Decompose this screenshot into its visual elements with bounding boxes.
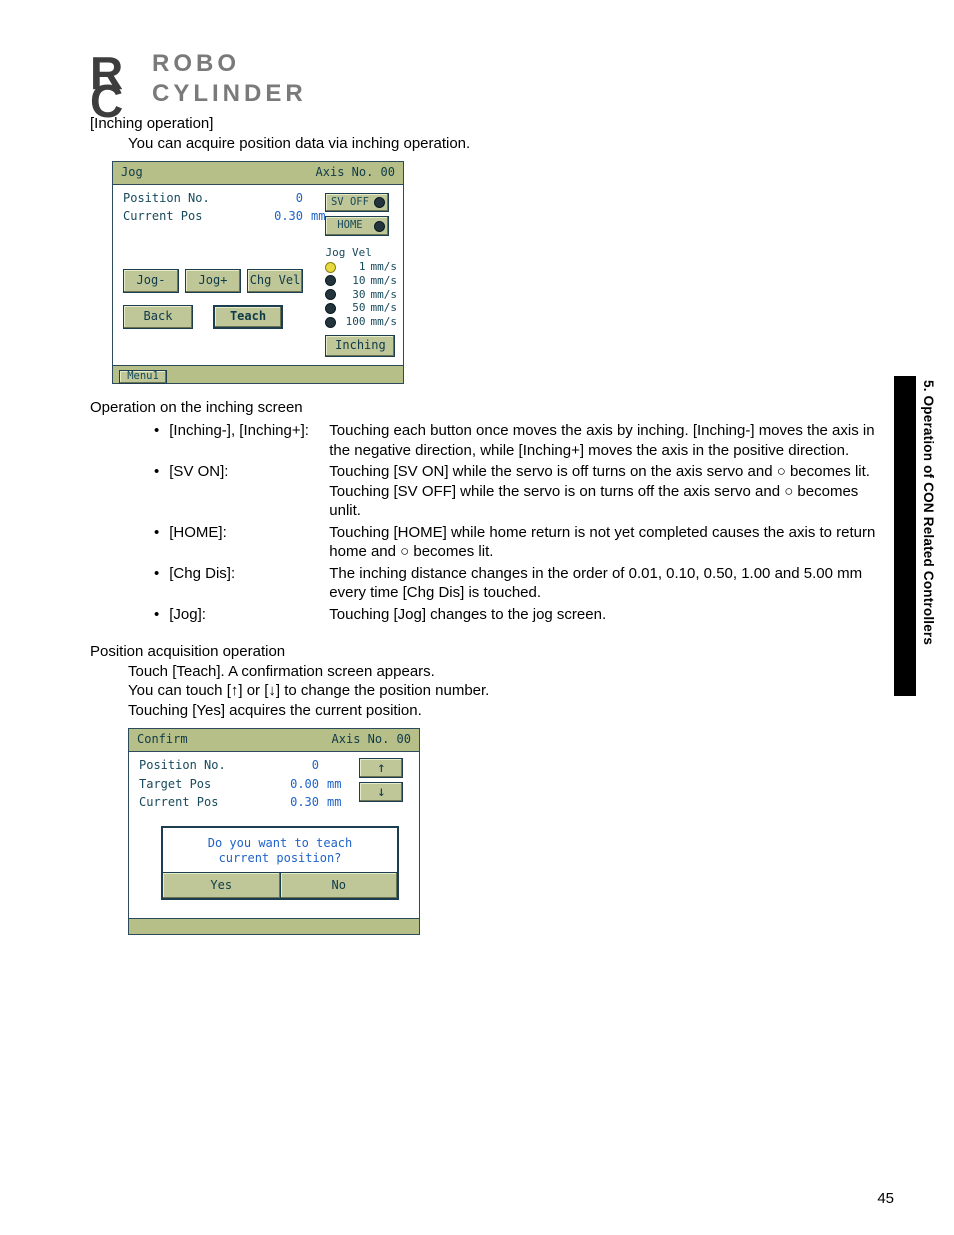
menu1-button[interactable]: Menu1 <box>119 370 167 384</box>
confirm-dialog: Do you want to teach current position? Y… <box>161 826 399 900</box>
op-text: The inching distance changes in the orde… <box>329 564 894 603</box>
op-text: Touching [Jog] changes to the jog screen… <box>329 605 894 625</box>
inching-mode-button[interactable]: Inching <box>325 335 395 357</box>
section-desc: You can acquire position data via inchin… <box>128 134 894 154</box>
speed-dot-icon[interactable] <box>325 289 336 300</box>
arrow-down-button[interactable]: ↓ <box>359 782 403 802</box>
section-title: [Inching operation] <box>90 114 894 134</box>
op-label: [Inching-], [Inching+]: <box>169 421 329 460</box>
page-number: 45 <box>877 1190 894 1207</box>
jog-minus-button[interactable]: Jog- <box>123 269 179 293</box>
jog-plus-button[interactable]: Jog+ <box>185 269 241 293</box>
current-pos-unit: mm <box>311 209 325 225</box>
home-indicator[interactable]: HOME <box>325 216 389 236</box>
logo-word-cylinder: CYLINDER <box>152 80 307 108</box>
speed-1: 1 <box>341 260 365 274</box>
logo-mark: R C <box>90 50 142 108</box>
p2-current-value: 0.30 <box>249 795 319 811</box>
panel1-title-left: Jog <box>121 165 143 181</box>
speed-50-u: mm/s <box>370 301 397 315</box>
ops-title: Operation on the inching screen <box>90 398 894 418</box>
teach-button[interactable]: Teach <box>213 305 283 329</box>
arrow-up-button[interactable]: ↑ <box>359 758 403 778</box>
acq-l2: You can touch [↑] or [↓] to change the p… <box>128 681 894 701</box>
op-label: [SV ON]: <box>169 462 329 521</box>
logo-letter-c: C <box>90 78 123 124</box>
pos-no-label: Position No. <box>123 191 225 207</box>
ops-list: [Inching-], [Inching+]:Touching each but… <box>154 421 894 624</box>
speed-dot-icon[interactable] <box>325 303 336 314</box>
op-label: [Chg Dis]: <box>169 564 329 603</box>
speed-dot-icon[interactable] <box>325 317 336 328</box>
panel1-title-right: Axis No. 00 <box>316 165 395 181</box>
p2-target-value: 0.00 <box>249 777 319 793</box>
panel2-title-right: Axis No. 00 <box>332 732 411 748</box>
op-text: Touching [HOME] while home return is not… <box>329 523 894 562</box>
led-off-icon <box>374 197 385 208</box>
op-label: [Jog]: <box>169 605 329 625</box>
op-text: Touching each button once moves the axis… <box>329 421 894 460</box>
p2-target-unit: mm <box>327 777 341 793</box>
led-off-icon <box>374 221 385 232</box>
speed-1-u: mm/s <box>370 260 397 274</box>
p2-current-label: Current Pos <box>139 795 241 811</box>
speed-dot-icon[interactable] <box>325 262 336 273</box>
speed-100-u: mm/s <box>370 315 397 329</box>
speed-100: 100 <box>341 315 365 329</box>
yes-button[interactable]: Yes <box>163 872 280 898</box>
side-tab-bar <box>894 376 916 696</box>
current-pos-label: Current Pos <box>123 209 225 225</box>
speed-30: 30 <box>341 288 365 302</box>
confirm-q1: Do you want to teach <box>169 836 391 851</box>
sv-label: SV OFF <box>329 196 370 210</box>
op-text: Touching [SV ON] while the servo is off … <box>329 462 894 521</box>
p2-posno-value: 0 <box>249 758 319 774</box>
confirm-q2: current position? <box>169 851 391 866</box>
speed-10-u: mm/s <box>370 274 397 288</box>
op-label: [HOME]: <box>169 523 329 562</box>
speed-30-u: mm/s <box>370 288 397 302</box>
no-button[interactable]: No <box>280 872 398 898</box>
p2-target-label: Target Pos <box>139 777 241 793</box>
jog-panel: Jog Axis No. 00 Position No. 0 Current P… <box>112 161 404 384</box>
home-label: HOME <box>329 219 370 233</box>
logo: R C ROBO CYLINDER <box>90 50 894 108</box>
confirm-panel: Confirm Axis No. 00 Position No. 0 Targe… <box>128 728 420 934</box>
back-button[interactable]: Back <box>123 305 193 329</box>
speed-dot-icon[interactable] <box>325 275 336 286</box>
chg-vel-button[interactable]: Chg Vel <box>247 269 303 293</box>
speed-10: 10 <box>341 274 365 288</box>
acq-title: Position acquisition operation <box>90 642 894 662</box>
acq-l1: Touch [Teach]. A confirmation screen app… <box>128 662 894 682</box>
p2-current-unit: mm <box>327 795 341 811</box>
acq-l3: Touching [Yes] acquires the current posi… <box>128 701 894 721</box>
sv-indicator[interactable]: SV OFF <box>325 193 389 213</box>
p2-posno-label: Position No. <box>139 758 241 774</box>
logo-word-robo: ROBO <box>152 50 240 78</box>
speed-50: 50 <box>341 301 365 315</box>
panel2-title-left: Confirm <box>137 732 188 748</box>
current-pos-value: 0.30 <box>233 209 303 225</box>
side-tab-text: 5. Operation of CON Related Controllers <box>921 380 936 645</box>
jog-vel-label: Jog Vel <box>325 246 397 260</box>
pos-no-value: 0 <box>233 191 303 207</box>
